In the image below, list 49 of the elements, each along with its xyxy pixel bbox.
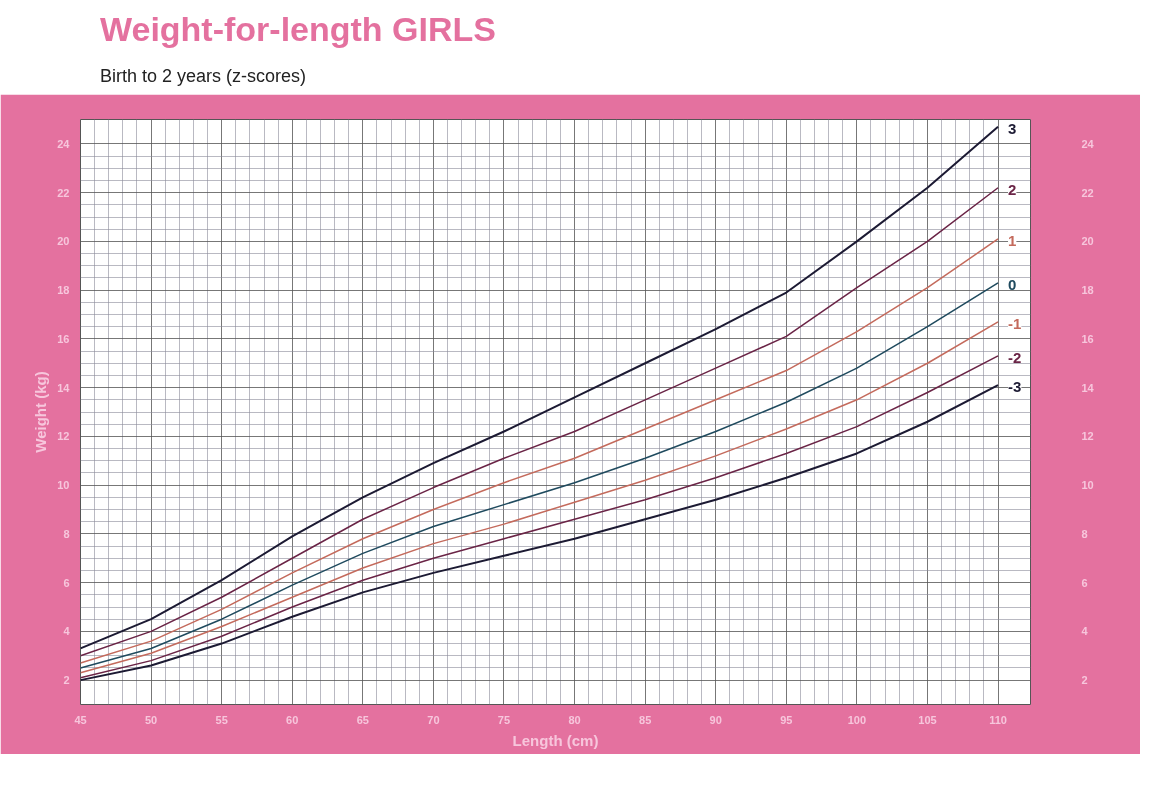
y-tick-label: 14: [57, 381, 71, 394]
y-tick-label: 6: [63, 576, 70, 589]
x-tick-label: 90: [709, 713, 722, 726]
series-label: -1: [1008, 315, 1022, 333]
y2-tick-label: 18: [1081, 284, 1094, 297]
x-tick-label: 45: [74, 713, 87, 726]
y2-tick-label: 20: [1081, 235, 1094, 248]
series-label: 1: [1008, 232, 1017, 250]
x-tick-label: 65: [356, 713, 369, 726]
y-tick-label: 2: [63, 674, 70, 687]
y-tick-label: 22: [57, 186, 70, 199]
x-tick-label: 95: [780, 713, 793, 726]
y2-tick-label: 12: [1081, 430, 1094, 443]
y2-tick-label: 8: [1081, 528, 1088, 541]
x-tick-label: 70: [427, 713, 440, 726]
y2-tick-label: 14: [1081, 381, 1095, 394]
y-tick-label: 16: [57, 333, 70, 346]
y2-tick-label: 24: [1081, 138, 1095, 151]
y-axis-title: Weight (kg): [32, 371, 50, 453]
x-tick-label: 55: [215, 713, 228, 726]
y-tick-label: 24: [57, 138, 71, 151]
y2-tick-label: 6: [1081, 576, 1088, 589]
y-tick-label: 10: [57, 479, 70, 492]
chart-title: Weight-for-length GIRLS: [100, 9, 496, 50]
series-label: -2: [1008, 349, 1022, 367]
x-tick-label: 80: [568, 713, 581, 726]
series-label: 2: [1008, 181, 1017, 199]
x-tick-label: 110: [989, 713, 1007, 726]
y2-tick-label: 16: [1081, 333, 1094, 346]
y-tick-label: 8: [63, 528, 70, 541]
x-tick-label: 105: [918, 713, 937, 726]
series-label: -3: [1008, 378, 1022, 396]
series-label: 0: [1008, 276, 1017, 294]
y-tick-label: 18: [57, 284, 70, 297]
x-tick-label: 85: [639, 713, 652, 726]
y-tick-label: 4: [63, 625, 71, 638]
x-tick-label: 100: [847, 713, 867, 726]
y-tick-label: 20: [57, 235, 70, 248]
chart-subtitle: Birth to 2 years (z-scores): [100, 64, 307, 88]
y2-tick-label: 22: [1081, 186, 1094, 199]
x-tick-label: 75: [497, 713, 511, 726]
y2-tick-label: 2: [1081, 674, 1088, 687]
y2-tick-label: 10: [1081, 479, 1094, 492]
y-tick-label: 12: [57, 430, 70, 443]
x-axis-title: Length (cm): [512, 731, 599, 749]
x-tick-label: 50: [144, 713, 158, 726]
series-label: 3: [1008, 120, 1017, 138]
x-tick-label: 60: [286, 713, 299, 726]
y2-tick-label: 4: [1081, 625, 1089, 638]
